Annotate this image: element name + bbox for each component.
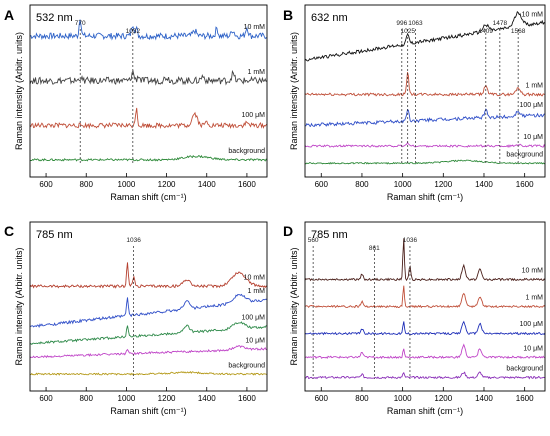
- series-line-4: [29, 370, 268, 376]
- y-axis-label: Raman intensity (Arbitr. units): [14, 247, 24, 365]
- series-line-1: [29, 293, 268, 328]
- x-tick-label: 800: [355, 180, 369, 189]
- panel-c: C 785 nm 10 mM 1 mM 100 μM 10 μM background 103…: [4, 221, 268, 416]
- series-label: background: [228, 148, 265, 155]
- series-line-0: [29, 262, 268, 289]
- series-label: 10 μM: [523, 134, 543, 141]
- series-label: 100 μM: [242, 314, 266, 321]
- x-axis-label: Raman shift (cm⁻¹): [387, 406, 463, 416]
- x-tick-label: 600: [39, 180, 53, 189]
- panel-letter: D: [283, 223, 293, 239]
- plot-frame: [304, 4, 546, 178]
- series-line-2: [29, 321, 268, 346]
- series-line-0: [304, 238, 546, 282]
- x-tick-label: 1200: [158, 180, 176, 189]
- series-line-2: [305, 108, 545, 128]
- series-line-3: [29, 154, 268, 162]
- peak-marker-label: 560: [308, 237, 319, 244]
- x-tick-label: 1200: [158, 394, 176, 403]
- panel-d: D 785 nm 10 mM 1 mM 100 μM 10 μM background 560…: [283, 221, 546, 416]
- y-axis-label: Raman intensity (Arbitr. units): [14, 32, 24, 150]
- series-label: 10 mM: [522, 12, 544, 19]
- x-tick-label: 600: [315, 180, 329, 189]
- x-tick-label: 1000: [394, 394, 412, 403]
- series-line-0: [304, 11, 546, 62]
- series-label: 1 mM: [248, 69, 266, 76]
- series-label: 1 mM: [526, 295, 544, 302]
- plot-frame: [304, 221, 546, 392]
- panel-title: 785 nm: [36, 229, 73, 241]
- panel-title: 532 nm: [36, 12, 73, 24]
- series-line-3: [304, 343, 546, 360]
- x-tick-label: 1400: [198, 180, 216, 189]
- series-line-1: [304, 72, 546, 97]
- panel-letter: A: [4, 7, 14, 23]
- panel-title: 785 nm: [311, 229, 348, 241]
- series-label: 1 mM: [248, 288, 266, 295]
- series-label: background: [506, 366, 543, 373]
- panel-b: B 632 nm 10 mM 1 mM 100 μM 10 μM background 996…: [283, 4, 546, 202]
- x-axis-label: Raman shift (cm⁻¹): [110, 406, 186, 416]
- x-tick-label: 1000: [118, 180, 136, 189]
- x-tick-label: 600: [39, 394, 53, 403]
- x-tick-label: 1600: [516, 180, 534, 189]
- peak-marker-label: 1568: [511, 28, 526, 35]
- peak-marker-label: 1478: [493, 20, 508, 27]
- series-line-2: [29, 107, 268, 130]
- series-line-1: [304, 285, 546, 309]
- plot-frame: [29, 4, 268, 178]
- x-tick-label: 800: [355, 394, 369, 403]
- series-label: background: [228, 362, 265, 369]
- x-tick-label: 1600: [238, 394, 256, 403]
- series-label: 10 mM: [244, 24, 266, 31]
- series-label: 100 μM: [520, 321, 544, 328]
- peak-marker-label: 861: [369, 245, 380, 252]
- x-tick-label: 1400: [198, 394, 216, 403]
- x-tick-label: 1600: [516, 394, 534, 403]
- series-label: background: [506, 151, 543, 158]
- series-line-3: [304, 141, 546, 148]
- peak-marker-label: 1409: [479, 28, 494, 35]
- panel-title: 632 nm: [311, 12, 348, 24]
- x-tick-label: 800: [80, 180, 94, 189]
- panel-a: A 532 nm 10 mM 1 mM 100 μM background 770 1032 6…: [4, 4, 268, 202]
- series-label: 10 μM: [245, 338, 265, 345]
- peak-marker-label: 1063: [408, 20, 423, 27]
- x-tick-label: 1600: [238, 180, 256, 189]
- series-label: 1 mM: [526, 83, 544, 90]
- panel-letter: C: [4, 223, 14, 239]
- series-label: 10 mM: [244, 274, 266, 281]
- series-line-4: [304, 159, 546, 165]
- series-label: 100 μM: [242, 112, 266, 119]
- x-tick-label: 1400: [475, 180, 493, 189]
- peak-marker-label: 1025: [400, 28, 415, 35]
- x-axis-label: Raman shift (cm⁻¹): [110, 192, 186, 202]
- series-line-4: [304, 371, 546, 380]
- x-tick-label: 800: [80, 394, 94, 403]
- peak-marker-label: 1036: [403, 237, 418, 244]
- series-label: 100 μM: [520, 102, 544, 109]
- plot-frame: [29, 221, 268, 392]
- peak-marker-label: 1036: [126, 237, 141, 244]
- x-tick-label: 1000: [118, 394, 136, 403]
- x-axis-label: Raman shift (cm⁻¹): [387, 192, 463, 202]
- series-label: 10 mM: [522, 268, 544, 275]
- peak-marker-label: 770: [75, 20, 86, 27]
- series-line-1: [29, 69, 268, 86]
- x-tick-label: 1200: [434, 180, 452, 189]
- series-line-3: [29, 345, 267, 359]
- peak-marker-label: 1032: [126, 28, 141, 35]
- x-tick-label: 600: [315, 394, 329, 403]
- series-line-0: [29, 19, 268, 41]
- x-tick-label: 1000: [394, 180, 412, 189]
- x-tick-label: 1400: [475, 394, 493, 403]
- x-tick-label: 1200: [434, 394, 452, 403]
- panel-letter: B: [283, 7, 293, 23]
- y-axis-label: Raman intensity (Arbitr. units): [289, 32, 299, 150]
- y-axis-label: Raman intensity (Arbitr. units): [289, 247, 299, 365]
- peak-marker-label: 996: [396, 20, 407, 27]
- series-label: 10 μM: [523, 345, 543, 352]
- series-line-2: [304, 320, 546, 336]
